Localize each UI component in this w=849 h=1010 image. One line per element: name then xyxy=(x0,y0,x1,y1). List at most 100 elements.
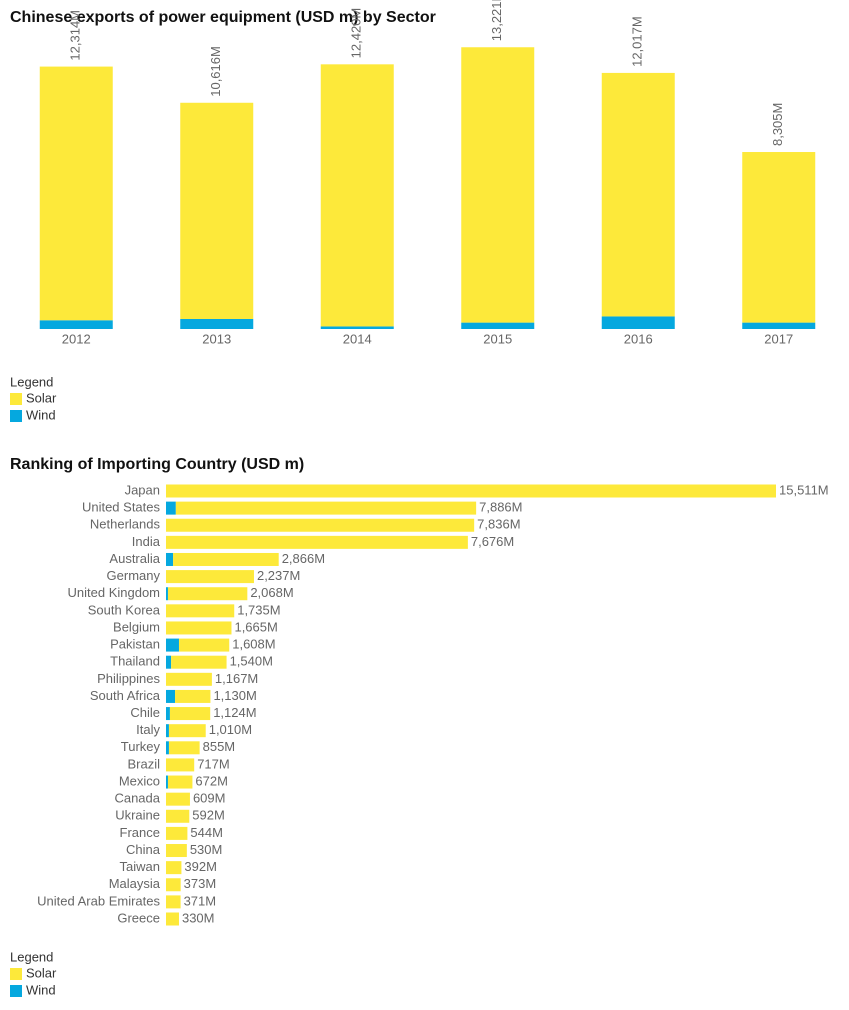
bar-segment xyxy=(166,501,176,515)
chart-title: Ranking of Importing Country (USD m) xyxy=(10,456,304,473)
legend-swatch xyxy=(10,410,22,422)
bar-segment xyxy=(166,570,254,584)
legend-title: Legend xyxy=(10,949,53,964)
bar-segment xyxy=(167,775,193,789)
y-tick-label: Japan xyxy=(125,482,160,497)
x-tick-label: 2015 xyxy=(483,331,512,346)
y-tick-label: China xyxy=(126,842,161,857)
total-label: 8,305M xyxy=(770,103,785,146)
bar-segment xyxy=(601,316,675,329)
total-label: 12,420M xyxy=(349,8,364,59)
y-tick-label: Malaysia xyxy=(109,876,161,891)
y-tick-label: United States xyxy=(82,500,161,515)
bar-segment xyxy=(166,775,168,789)
bar-segment xyxy=(166,621,232,635)
legend-label: Wind xyxy=(26,982,56,997)
chart-title: Chinese exports of power equipment (USD … xyxy=(10,9,436,26)
bar-segment xyxy=(166,861,182,875)
bar-segment xyxy=(175,501,477,515)
total-label: 15,511M xyxy=(779,482,829,497)
bar-segment xyxy=(39,320,113,329)
bar-segment xyxy=(168,741,200,755)
bar-segment xyxy=(166,587,168,601)
legend-label: Solar xyxy=(26,390,57,405)
total-label: 1,735M xyxy=(237,602,280,617)
total-label: 1,010M xyxy=(209,722,252,737)
y-tick-label: France xyxy=(120,825,160,840)
bar-segment xyxy=(320,326,394,329)
total-label: 609M xyxy=(193,791,226,806)
total-label: 1,540M xyxy=(230,654,273,669)
bar-segment xyxy=(180,318,254,329)
y-tick-label: Italy xyxy=(136,722,160,737)
bar-segment xyxy=(166,535,468,549)
legend-title: Legend xyxy=(10,374,53,389)
bar-segment xyxy=(461,47,535,323)
bar-segment xyxy=(39,66,113,321)
total-label: 530M xyxy=(190,842,223,857)
bar-segment xyxy=(320,64,394,327)
bar-segment xyxy=(166,895,181,909)
total-label: 2,068M xyxy=(250,585,293,600)
y-tick-label: Pakistan xyxy=(110,637,160,652)
total-label: 7,886M xyxy=(479,500,522,515)
y-tick-label: Germany xyxy=(107,568,161,583)
total-label: 392M xyxy=(184,859,217,874)
bar-segment xyxy=(168,724,206,738)
total-label: 855M xyxy=(203,739,236,754)
y-tick-label: India xyxy=(132,534,161,549)
legend-label: Wind xyxy=(26,407,56,422)
bar-segment xyxy=(169,707,211,721)
bar-segment xyxy=(166,724,169,738)
total-label: 544M xyxy=(190,825,223,840)
total-label: 7,836M xyxy=(477,517,520,532)
legend-swatch xyxy=(10,968,22,980)
y-tick-label: Canada xyxy=(114,791,160,806)
bar-segment xyxy=(166,792,190,806)
total-label: 672M xyxy=(195,773,228,788)
y-tick-label: Turkey xyxy=(121,739,161,754)
legend-swatch xyxy=(10,985,22,997)
y-tick-label: Ukraine xyxy=(115,808,160,823)
total-label: 592M xyxy=(192,808,225,823)
bar-segment xyxy=(742,322,816,329)
x-tick-label: 2016 xyxy=(624,331,653,346)
bar-segment xyxy=(742,152,816,323)
total-label: 1,665M xyxy=(234,619,277,634)
x-tick-label: 2014 xyxy=(343,331,372,346)
bar-segment xyxy=(166,912,179,926)
x-tick-label: 2013 xyxy=(202,331,231,346)
total-label: 373M xyxy=(184,876,217,891)
bar-segment xyxy=(173,552,279,566)
bar-segment xyxy=(175,689,211,703)
y-tick-label: Australia xyxy=(109,551,160,566)
y-tick-label: Belgium xyxy=(113,619,160,634)
bar-segment xyxy=(167,587,248,601)
total-label: 7,676M xyxy=(471,534,514,549)
bar-segment xyxy=(166,878,181,892)
y-tick-label: Philippines xyxy=(97,671,160,686)
bar-segment xyxy=(166,826,188,840)
x-tick-label: 2017 xyxy=(764,331,793,346)
bar-segment xyxy=(166,604,235,618)
total-label: 10,616M xyxy=(208,46,223,97)
x-tick-label: 2012 xyxy=(62,331,91,346)
bar-segment xyxy=(166,758,195,772)
bar-segment xyxy=(166,689,176,703)
y-tick-label: Chile xyxy=(130,705,160,720)
bar-segment xyxy=(178,638,230,652)
bar-segment xyxy=(180,102,254,319)
bar-segment xyxy=(166,552,174,566)
bar-segment xyxy=(461,322,535,329)
y-tick-label: Mexico xyxy=(119,773,160,788)
bar-segment xyxy=(166,844,187,858)
y-tick-label: South Korea xyxy=(88,602,161,617)
bar-segment xyxy=(171,655,227,669)
bar-segment xyxy=(166,672,212,686)
y-tick-label: United Arab Emirates xyxy=(37,893,160,908)
total-label: 12,017M xyxy=(630,16,645,67)
bar-segment xyxy=(166,707,170,721)
total-label: 330M xyxy=(182,910,215,925)
total-label: 1,167M xyxy=(215,671,258,686)
